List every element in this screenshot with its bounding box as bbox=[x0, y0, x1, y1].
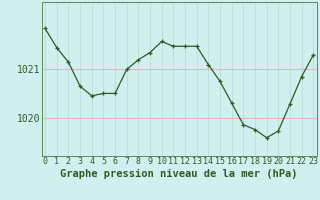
X-axis label: Graphe pression niveau de la mer (hPa): Graphe pression niveau de la mer (hPa) bbox=[60, 169, 298, 179]
